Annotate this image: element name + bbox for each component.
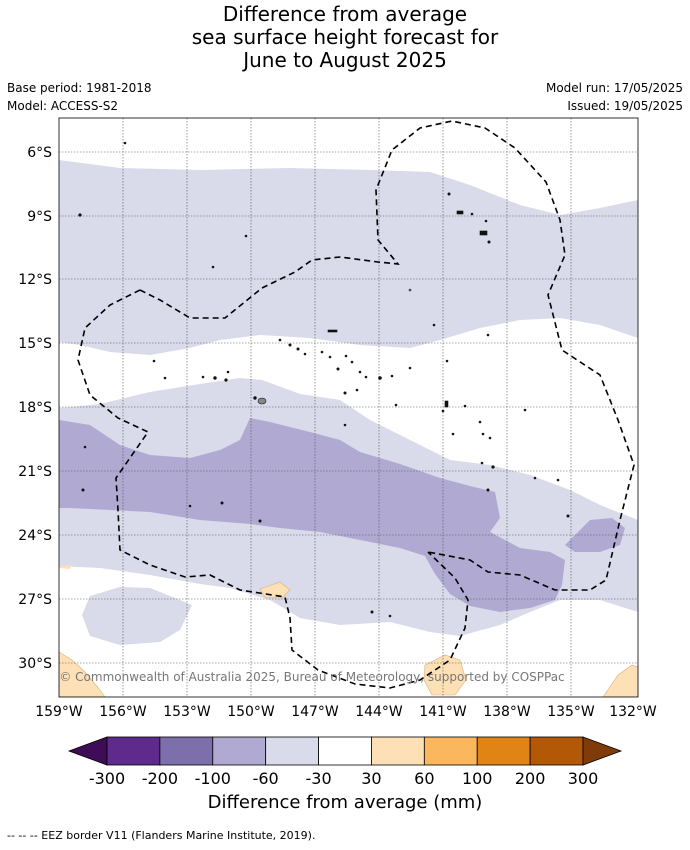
colorbar-bin bbox=[529, 736, 584, 766]
meta-left: Base period: 1981-2018 Model: ACCESS-S2 bbox=[7, 79, 152, 115]
meta-right: Model run: 17/05/2025 Issued: 19/05/2025 bbox=[546, 79, 683, 115]
colorbar-tick-label: -100 bbox=[195, 769, 231, 788]
colorbar-extend-high bbox=[582, 736, 623, 766]
colorbar-tick-label: 200 bbox=[515, 769, 546, 788]
lon-label: 141°W bbox=[419, 704, 467, 720]
colorbar-tick-label: 30 bbox=[361, 769, 381, 788]
colorbar-tick-label: -60 bbox=[253, 769, 279, 788]
colorbar-extend-low bbox=[67, 736, 108, 766]
positive-anomaly-patch-5 bbox=[59, 565, 72, 569]
title-line-3: June to August 2025 bbox=[243, 48, 447, 72]
eez-borders bbox=[77, 120, 635, 689]
positive-anomaly-patch-2 bbox=[59, 651, 106, 697]
anomaly-gap-south bbox=[190, 585, 200, 605]
lon-label: 159°W bbox=[35, 704, 83, 720]
lon-label: 135°W bbox=[547, 704, 595, 720]
lon-label: 150°W bbox=[227, 704, 275, 720]
base-period-label: Base period: 1981-2018 bbox=[7, 81, 152, 95]
copyright-notice: © Commonwealth of Australia 2025, Bureau… bbox=[59, 670, 564, 684]
colorbar-bin bbox=[212, 736, 267, 766]
lat-label: 9°S bbox=[27, 209, 52, 225]
lat-label: 21°S bbox=[18, 464, 52, 480]
colorbar-bin bbox=[318, 736, 372, 766]
map-frame bbox=[58, 117, 639, 698]
eez-legend-note: -- -- -- EEZ border V11 (Flanders Marine… bbox=[7, 829, 316, 842]
colorbar-tick-label: 300 bbox=[568, 769, 599, 788]
lat-label: 15°S bbox=[18, 336, 52, 352]
colorbar-bin bbox=[476, 736, 531, 766]
colorbar-bin bbox=[106, 736, 161, 766]
latitude-labels: 6°S 9°S 12°S 15°S 18°S 21°S 24°S 27°S 30… bbox=[18, 145, 52, 672]
colorbar-tick-label: 100 bbox=[462, 769, 493, 788]
title-line-1: Difference from average bbox=[222, 2, 468, 26]
positive-anomaly-patch-3 bbox=[423, 654, 467, 696]
lon-label: 132°W bbox=[609, 704, 657, 720]
model-label: Model: ACCESS-S2 bbox=[7, 99, 119, 113]
islands bbox=[78, 141, 570, 618]
lat-label: 18°S bbox=[18, 400, 52, 416]
lat-label: 30°S bbox=[18, 656, 52, 672]
colorbar-bin bbox=[159, 736, 214, 766]
colorbar-bin bbox=[423, 736, 478, 766]
colorbar-tick-label: -200 bbox=[142, 769, 178, 788]
colorbar-tick-label: 60 bbox=[414, 769, 434, 788]
anomaly-region-core bbox=[59, 418, 565, 612]
eez-border-cook-islands bbox=[77, 120, 635, 689]
lat-label: 24°S bbox=[18, 528, 52, 544]
lon-label: 138°W bbox=[483, 704, 531, 720]
longitude-labels: 159°W 156°W 153°W 150°W 147°W 144°W 141°… bbox=[35, 704, 657, 720]
anomaly-region-southwest bbox=[82, 587, 192, 645]
graticule bbox=[59, 118, 638, 697]
lon-label: 153°W bbox=[163, 704, 211, 720]
colorbar-title: Difference from average (mm) bbox=[207, 792, 483, 813]
colorbar-bin bbox=[371, 736, 425, 766]
title-line-2: sea surface height forecast for bbox=[191, 25, 499, 49]
map-title: Difference from average sea surface heig… bbox=[0, 3, 690, 72]
lat-label: 27°S bbox=[18, 592, 52, 608]
lat-label: 12°S bbox=[18, 272, 52, 288]
lon-label: 147°W bbox=[291, 704, 339, 720]
colorbar-tick-label: -300 bbox=[89, 769, 125, 788]
lon-label: 156°W bbox=[99, 704, 147, 720]
colorbar: -300 -200 -100 -60 -30 30 60 100 200 300 bbox=[67, 736, 623, 788]
issued-label: Issued: 19/05/2025 bbox=[567, 99, 683, 113]
colorbar-tick-label: -30 bbox=[305, 769, 331, 788]
map-figure: © Commonwealth of Australia 2025, Bureau… bbox=[18, 117, 657, 788]
anomaly-gap-west bbox=[59, 368, 76, 380]
lon-label: 144°W bbox=[355, 704, 403, 720]
model-run-label: Model run: 17/05/2025 bbox=[545, 81, 683, 95]
anomaly-region-east bbox=[565, 518, 625, 552]
positive-anomaly-patch-4 bbox=[602, 664, 638, 697]
lat-label: 6°S bbox=[27, 145, 52, 161]
colorbar-bin bbox=[265, 736, 319, 766]
